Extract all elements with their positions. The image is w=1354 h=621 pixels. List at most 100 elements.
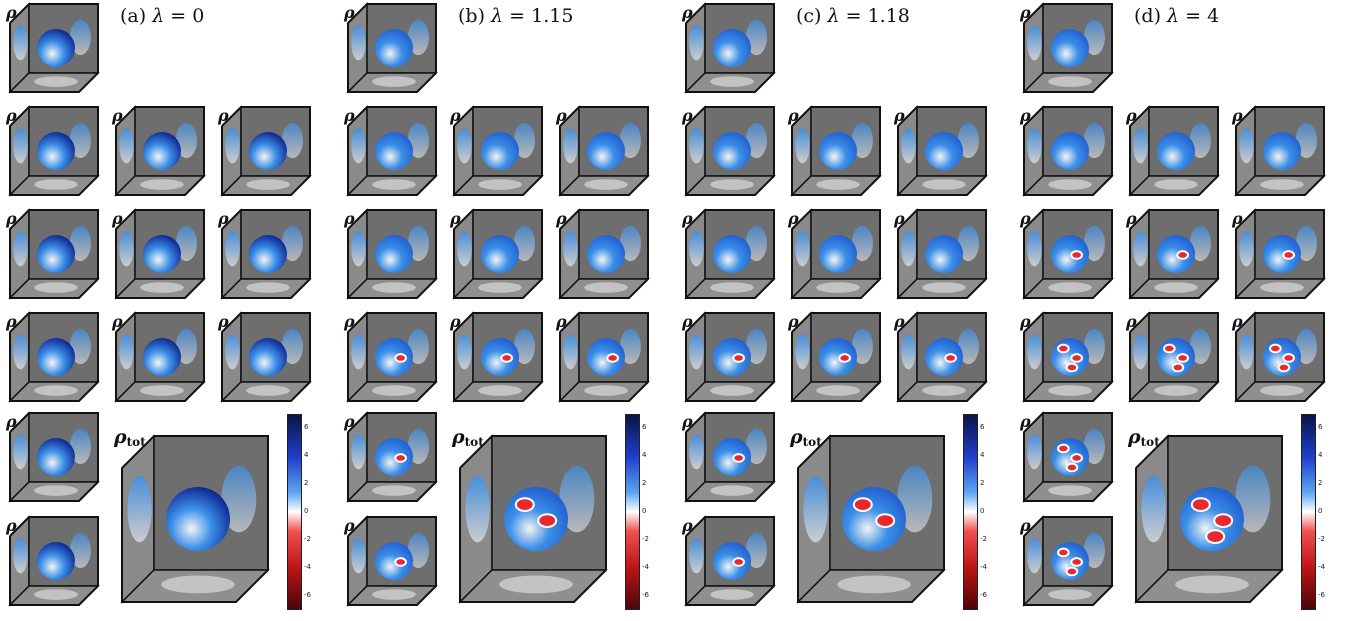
colorbar-tick: 2 <box>980 479 985 487</box>
panel-title: (d) λ = 4 <box>1134 5 1220 27</box>
colorbar <box>1301 414 1316 610</box>
cube-rho-1234 <box>1022 311 1114 403</box>
rho-subscript: tot <box>802 435 822 449</box>
colorbar-tick: -6 <box>1318 591 1325 599</box>
cube-rho-123 <box>346 208 438 300</box>
rho-symbol: ρ <box>450 312 461 331</box>
colorbar-tick: 4 <box>980 451 985 459</box>
rho-symbol: ρ <box>1126 209 1137 228</box>
cube-rho-1 <box>684 2 776 94</box>
cube-rho-1245 <box>896 311 988 403</box>
rho-symbol: ρ <box>344 209 355 228</box>
cube-rho-13 <box>114 105 206 197</box>
colorbar-tick: -4 <box>642 563 649 571</box>
cube-rho-124 <box>114 208 206 300</box>
panel-d: (d) λ = 4 ρ1 ρ12 <box>1014 0 1352 621</box>
cube-rho-123 <box>1022 208 1114 300</box>
colorbar-tick: 0 <box>304 507 309 515</box>
cube-rho-1 <box>1022 2 1114 94</box>
label-rho-tot: ρtot <box>452 426 484 449</box>
rho-symbol: ρ <box>344 312 355 331</box>
rho-symbol: ρ <box>6 106 17 125</box>
cube-rho-1234 <box>8 311 100 403</box>
rho-symbol: ρ <box>6 312 17 331</box>
cube-rho-124 <box>790 208 882 300</box>
cube-rho-13 <box>1128 105 1220 197</box>
panel-title: (c) λ = 1.18 <box>796 5 910 27</box>
rho-symbol: ρ <box>112 209 123 228</box>
cube-rho-135 <box>558 208 650 300</box>
rho-symbol: ρ <box>344 412 355 431</box>
rho-symbol: ρ <box>6 3 17 22</box>
colorbar-tick: -4 <box>1318 563 1325 571</box>
cube-rho-12345 <box>684 411 776 503</box>
cube-rho-1234 <box>346 311 438 403</box>
rho-symbol: ρ <box>1020 3 1031 22</box>
rho-symbol: ρ <box>1126 312 1137 331</box>
rho-subscript: tot <box>464 435 484 449</box>
rho-symbol: ρ <box>450 106 461 125</box>
rho-subscript: tot <box>1140 435 1160 449</box>
rho-symbol: ρ <box>788 106 799 125</box>
rho-symbol: ρ <box>6 209 17 228</box>
rho-symbol: ρ <box>452 426 465 448</box>
cube-rho-1245 <box>220 311 312 403</box>
rho-symbol: ρ <box>1020 209 1031 228</box>
cube-rho-tot-large <box>1134 434 1286 606</box>
rho-subscript: tot <box>126 435 146 449</box>
rho-symbol: ρ <box>1232 312 1243 331</box>
cube-rho-tot <box>684 515 776 607</box>
colorbar-tick: 2 <box>642 479 647 487</box>
rho-symbol: ρ <box>788 209 799 228</box>
rho-symbol: ρ <box>344 3 355 22</box>
label-rho-tot: ρtot <box>1128 428 1160 449</box>
rho-symbol: ρ <box>450 209 461 228</box>
cube-rho-1245 <box>558 311 650 403</box>
cube-rho-1 <box>346 2 438 94</box>
colorbar-tick: -6 <box>980 591 987 599</box>
colorbar <box>625 414 640 610</box>
rho-symbol: ρ <box>6 516 17 535</box>
rho-symbol: ρ <box>6 412 17 431</box>
cube-rho-tot <box>8 515 100 607</box>
panel-title: (a) λ = 0 <box>120 5 205 27</box>
colorbar-tick: 6 <box>1318 423 1323 431</box>
cube-rho-123 <box>8 208 100 300</box>
rho-symbol: ρ <box>112 106 123 125</box>
colorbar <box>963 414 978 610</box>
rho-symbol: ρ <box>556 209 567 228</box>
rho-symbol: ρ <box>1126 106 1137 125</box>
cube-rho-12345 <box>346 411 438 503</box>
cube-rho-135 <box>1234 208 1326 300</box>
colorbar-tick: 6 <box>304 423 309 431</box>
rho-symbol: ρ <box>894 106 905 125</box>
cube-rho-1235 <box>452 311 544 403</box>
cube-rho-14 <box>896 105 988 197</box>
colorbar-tick: -2 <box>304 535 311 543</box>
panel-b: (b) λ = 1.15 ρ1 ρ12 <box>338 0 676 621</box>
cube-rho-tot <box>346 515 438 607</box>
cube-rho-14 <box>220 105 312 197</box>
label-rho-tot: ρtot <box>790 428 822 449</box>
colorbar-tick: 0 <box>1318 507 1323 515</box>
rho-symbol: ρ <box>682 412 693 431</box>
colorbar-tick: -4 <box>304 563 311 571</box>
colorbar-tick: 4 <box>304 451 309 459</box>
rho-symbol: ρ <box>894 312 905 331</box>
rho-symbol: ρ <box>1232 209 1243 228</box>
rho-symbol: ρ <box>556 106 567 125</box>
cube-rho-1245 <box>1234 311 1326 403</box>
colorbar-tick: 0 <box>980 507 985 515</box>
cube-rho-14 <box>558 105 650 197</box>
cube-rho-12345 <box>8 411 100 503</box>
rho-symbol: ρ <box>682 106 693 125</box>
rho-symbol: ρ <box>1020 412 1031 431</box>
cube-rho-tot <box>1022 515 1114 607</box>
cube-rho-1 <box>8 2 100 94</box>
rho-symbol: ρ <box>218 312 229 331</box>
colorbar-tick: -6 <box>304 591 311 599</box>
cube-rho-135 <box>220 208 312 300</box>
rho-symbol: ρ <box>682 312 693 331</box>
rho-symbol: ρ <box>1232 106 1243 125</box>
colorbar-tick: -2 <box>642 535 649 543</box>
